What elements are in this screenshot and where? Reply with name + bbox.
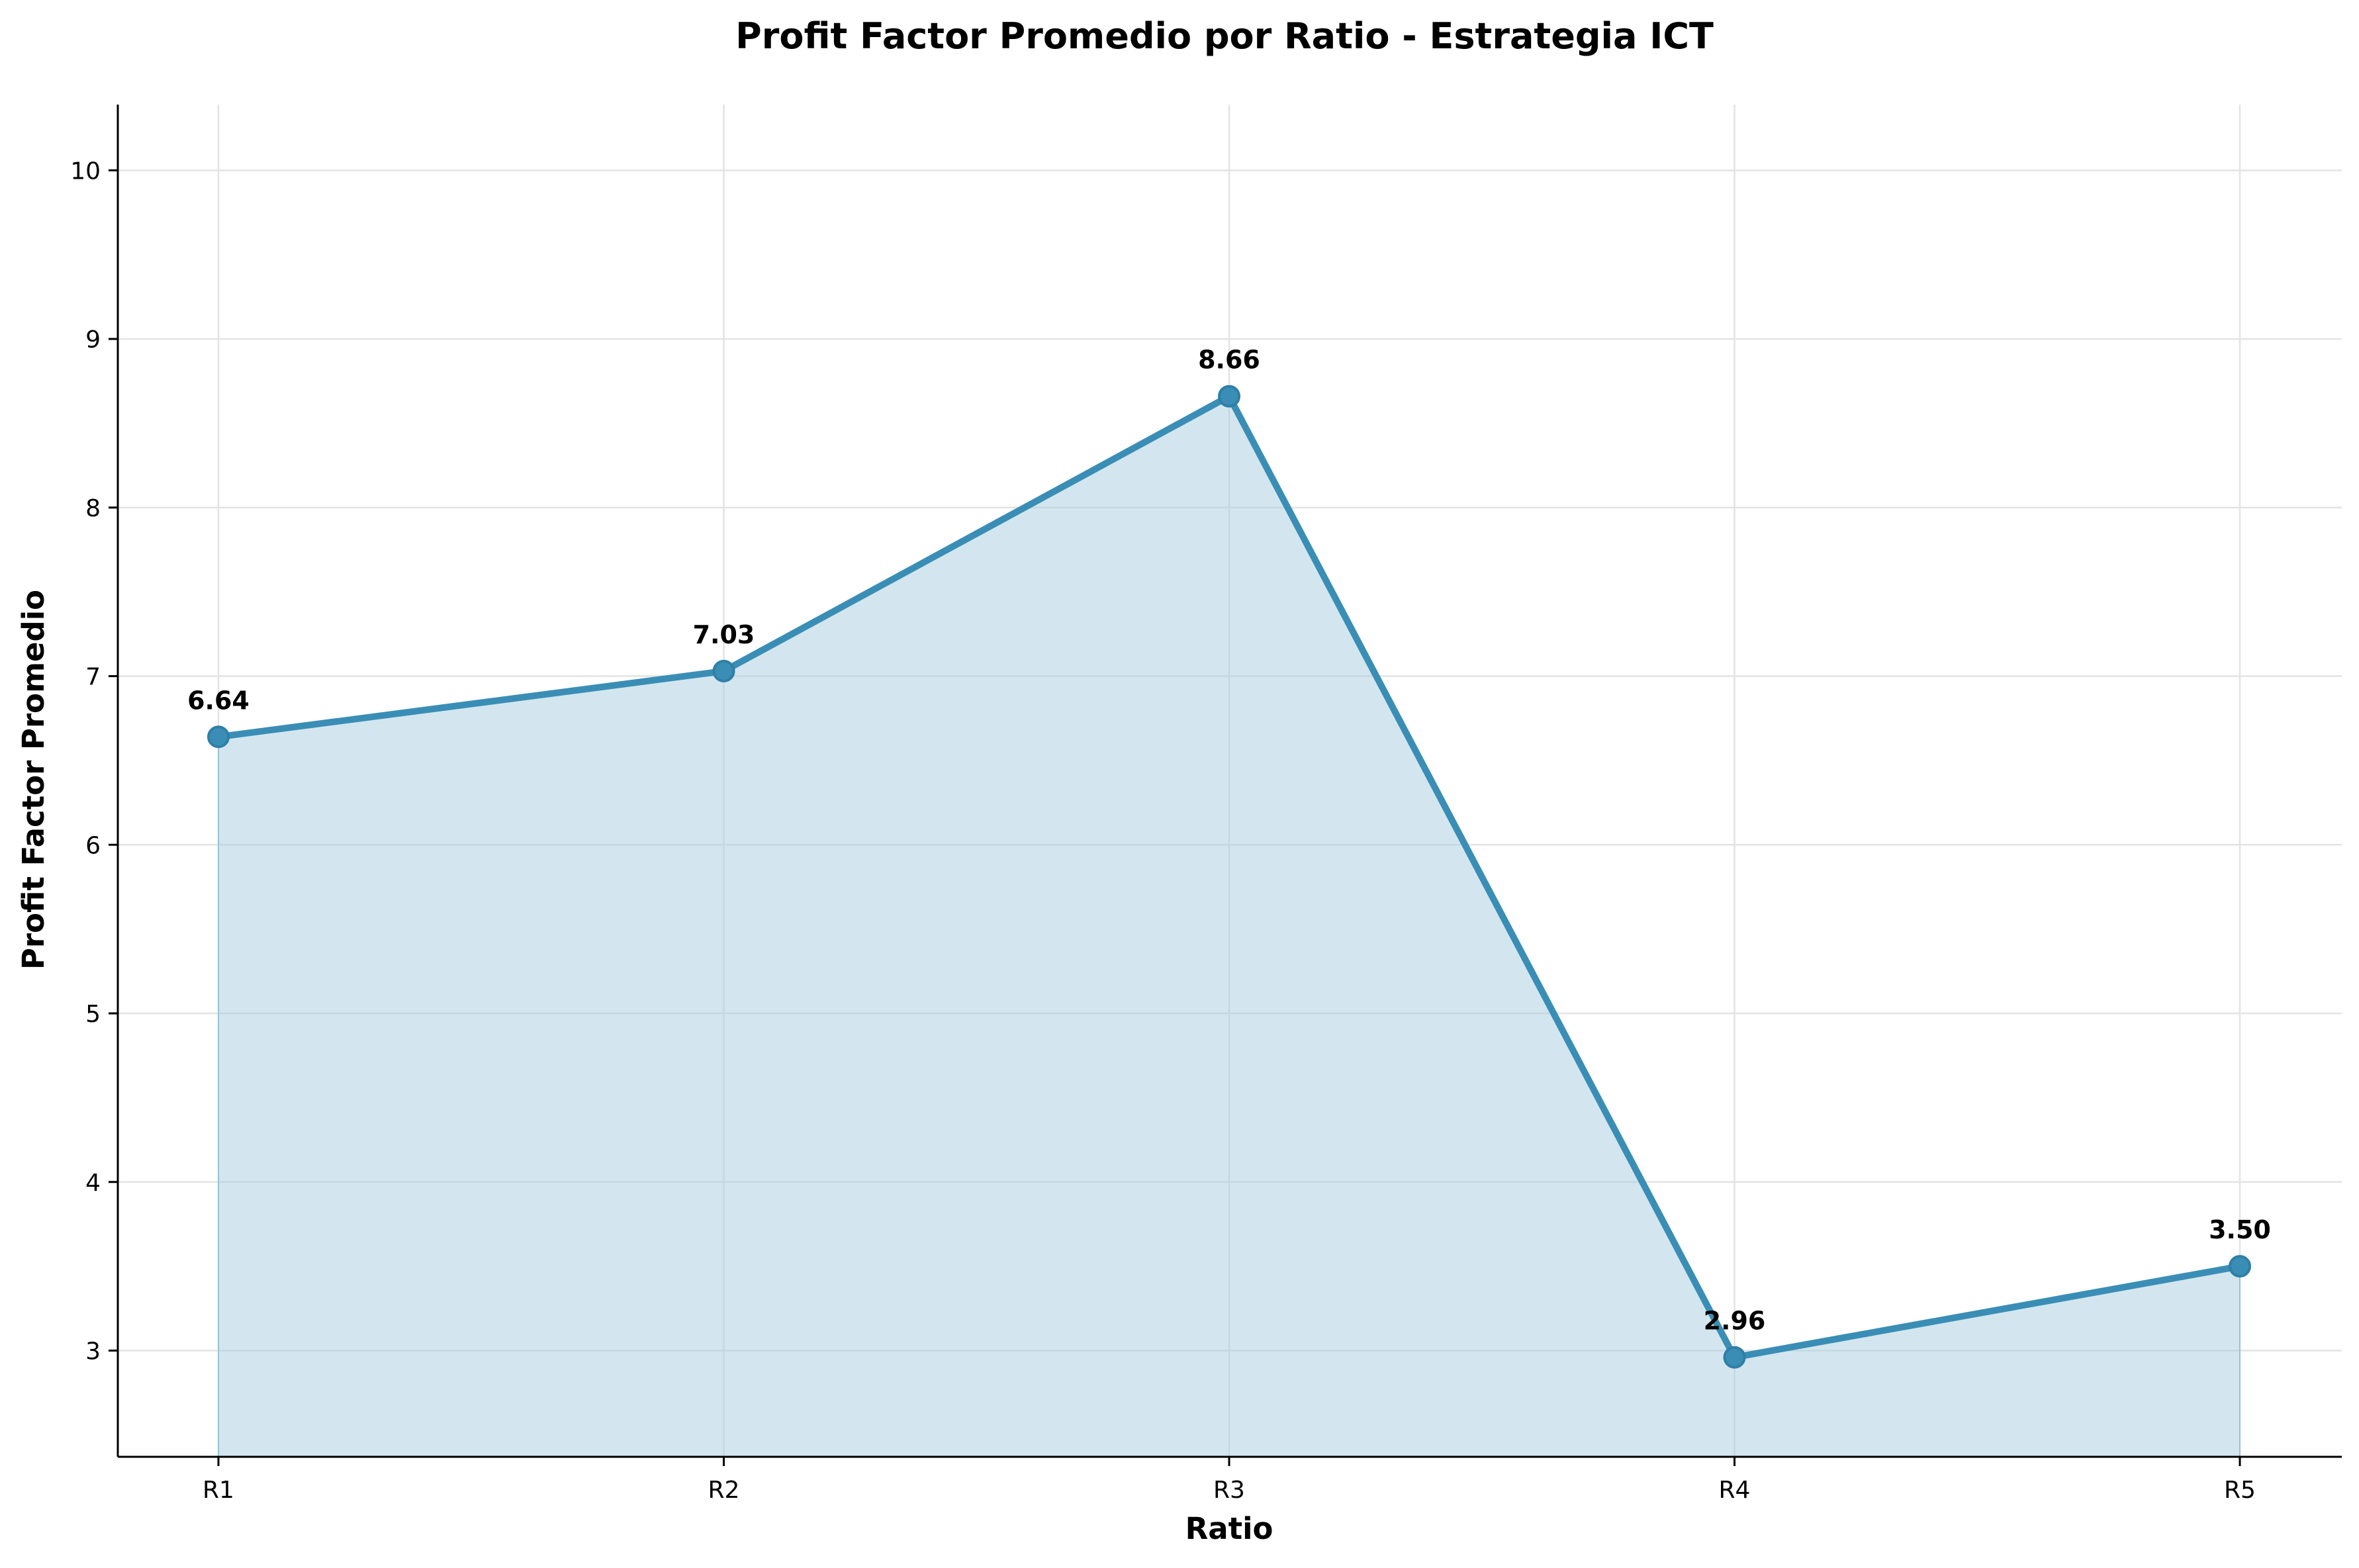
y-tick-label: 5 <box>85 1001 101 1028</box>
y-tick-label: 6 <box>85 832 101 859</box>
data-point <box>1723 1346 1746 1369</box>
data-label: 2.96 <box>1704 1307 1766 1336</box>
data-point <box>712 659 735 682</box>
x-tick-label: R1 <box>203 1477 234 1504</box>
data-label: 3.50 <box>2209 1215 2271 1244</box>
x-tick-label: R3 <box>1213 1477 1245 1504</box>
data-label: 8.66 <box>1198 346 1260 375</box>
y-tick-label: 7 <box>85 664 101 691</box>
data-points <box>207 385 2251 1369</box>
data-label: 6.64 <box>187 686 250 715</box>
y-tick-label: 9 <box>85 326 101 353</box>
x-tick-label: R4 <box>1719 1477 1751 1504</box>
data-point <box>207 725 230 749</box>
y-tick-label: 8 <box>85 495 101 522</box>
area-fill-layer <box>218 395 2241 1457</box>
y-tick-label: 10 <box>70 158 101 185</box>
x-axis-title: Ratio <box>1185 1511 1273 1546</box>
data-point <box>2229 1255 2251 1278</box>
y-axis-title: Profit Factor Promedio <box>16 590 51 970</box>
y-tick-label: 3 <box>85 1338 101 1365</box>
data-labels: 6.64 7.03 8.66 2.96 3.50 <box>187 346 2271 1336</box>
x-tick-label: R2 <box>708 1477 740 1504</box>
y-axis-ticks: 3 4 5 6 7 8 9 10 <box>70 158 118 1365</box>
data-label: 7.03 <box>693 620 755 649</box>
data-point <box>1218 385 1240 408</box>
x-tick-label: R5 <box>2224 1477 2256 1504</box>
chart-title: Profit Factor Promedio por Ratio - Estra… <box>735 15 1714 57</box>
area-fill <box>218 395 2241 1457</box>
x-axis-ticks: R1 R2 R3 R4 R5 <box>203 1457 2256 1504</box>
y-tick-label: 4 <box>85 1170 101 1197</box>
